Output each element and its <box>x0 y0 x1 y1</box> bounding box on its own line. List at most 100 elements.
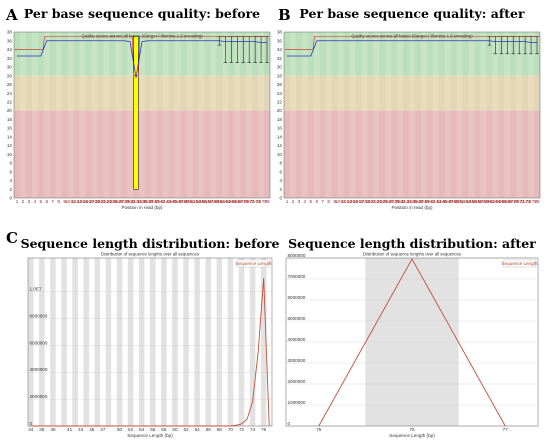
x-tick-label: 32-33 <box>130 199 142 204</box>
x-tick-label: 7 <box>51 199 54 204</box>
x-tick-label: 12-13 <box>341 199 353 204</box>
x-band <box>116 258 123 426</box>
y-tick-label: 10 <box>7 152 13 157</box>
zone-stripe <box>391 32 398 76</box>
x-tick-label: 38 <box>50 427 56 432</box>
x-band <box>83 258 89 426</box>
x-tick-label: 3 <box>28 199 31 204</box>
chart-panel-a: Per base sequence quality: before Quality… <box>7 6 271 210</box>
x-tick-label: 62 <box>183 427 189 432</box>
zone-stripe <box>204 32 211 76</box>
zone-stripe <box>97 110 104 198</box>
x-tick-label: 5 <box>40 199 43 204</box>
x-tick-label: 50 <box>117 427 123 432</box>
zone-stripe <box>228 110 235 198</box>
zone-stripe <box>438 75 445 111</box>
zone-stripe <box>462 75 469 111</box>
zone-stripe <box>144 75 151 111</box>
x-tick-label: 54-55 <box>466 199 478 204</box>
y-tick-label: 6000000 <box>288 295 306 300</box>
zone-stripe <box>462 110 469 198</box>
x-tick-label: 64 <box>195 427 201 432</box>
y-tick-label: 8 <box>279 161 282 166</box>
x-axis-label: Position in read (bp) <box>121 205 163 210</box>
x-tick-label: 77 <box>503 427 509 432</box>
zone-stripe <box>144 32 151 76</box>
zone-stripe <box>319 110 326 198</box>
x-tick-label: 16-17 <box>83 199 95 204</box>
zone-stripe <box>319 32 326 76</box>
x-tick-label: 60-61 <box>484 199 496 204</box>
x-tick-label: 34-35 <box>406 199 418 204</box>
chart-title: Sequence length distribution: before <box>21 236 280 251</box>
chart-title: Per base sequence quality: after <box>299 6 525 21</box>
zone-reasonable <box>284 75 540 111</box>
zone-stripe <box>156 32 163 76</box>
y-tick-label: 1.0E7 <box>30 287 42 292</box>
x-tick-label: 72-73 <box>249 199 261 204</box>
x-tick-label: 47 <box>100 427 106 432</box>
x-band <box>161 258 167 426</box>
zone-stripe <box>192 110 199 198</box>
zone-good <box>284 32 540 76</box>
mean-line <box>16 40 268 78</box>
x-tick-label: 58-59 <box>478 199 490 204</box>
x-band <box>94 258 101 426</box>
x-tick-label: 60-61 <box>214 199 226 204</box>
y-tick-label: 2000000 <box>30 394 48 399</box>
zone-stripe <box>331 110 338 198</box>
zone-stripe <box>414 110 421 198</box>
zone-stripe <box>204 110 211 198</box>
zone-stripe <box>474 32 481 76</box>
y-tick-label: 4000000 <box>288 337 306 342</box>
x-tick-label: 76 <box>534 199 540 204</box>
panel-letter-a: A <box>5 6 18 24</box>
zone-stripe <box>121 110 128 198</box>
zone-stripe <box>14 32 20 76</box>
x-tick-label: 2 <box>22 199 25 204</box>
zone-stripe <box>426 110 433 198</box>
zone-stripe <box>534 75 540 111</box>
x-tick-label: 54-55 <box>196 199 208 204</box>
x-tick-label: 50-51 <box>454 199 466 204</box>
x-tick-label: 62-63 <box>489 199 501 204</box>
zone-stripe <box>391 75 398 111</box>
zone-stripe <box>25 32 32 76</box>
zone-stripe <box>192 75 199 111</box>
legend-label: Sequence Length <box>235 261 271 266</box>
mean-line <box>286 40 538 57</box>
y-tick-label: 8000000 <box>288 253 306 258</box>
zone-stripe <box>252 75 259 111</box>
x-tick-label: 74-75 <box>255 199 267 204</box>
y-tick-label: 6 <box>279 169 282 174</box>
y-tick-label: 28 <box>7 73 13 78</box>
zone-stripe <box>109 75 116 111</box>
x-tick-label: 24-25 <box>376 199 388 204</box>
zone-stripe <box>450 75 457 111</box>
zone-stripe <box>331 32 338 76</box>
y-tick-label: 0 <box>288 421 291 426</box>
x-tick-label: 9 <box>63 199 66 204</box>
zone-stripe <box>510 75 517 111</box>
x-band <box>50 258 56 426</box>
x-band <box>61 258 67 426</box>
x-band <box>194 258 200 426</box>
zone-stripe <box>216 32 223 76</box>
length-series-line <box>318 258 506 427</box>
x-tick-label: 44-45 <box>166 199 178 204</box>
x-tick-label: 60 <box>172 427 178 432</box>
x-tick-label: 10-11 <box>335 199 347 204</box>
x-tick-label: 68-69 <box>237 199 249 204</box>
x-tick-label: 48-49 <box>448 199 460 204</box>
x-tick-label: 58-59 <box>208 199 220 204</box>
zone-stripe <box>307 75 314 111</box>
chart-subtitle: Distribution of sequence lengths over al… <box>101 252 199 257</box>
x-tick-label: 42-43 <box>430 199 442 204</box>
x-tick-label: 58 <box>161 427 167 432</box>
zone-stripe <box>168 110 175 198</box>
y-tick-label: 34 <box>7 47 13 52</box>
zone-stripe <box>355 32 362 76</box>
x-tick-label: 68-69 <box>507 199 519 204</box>
zone-stripe <box>14 75 20 111</box>
